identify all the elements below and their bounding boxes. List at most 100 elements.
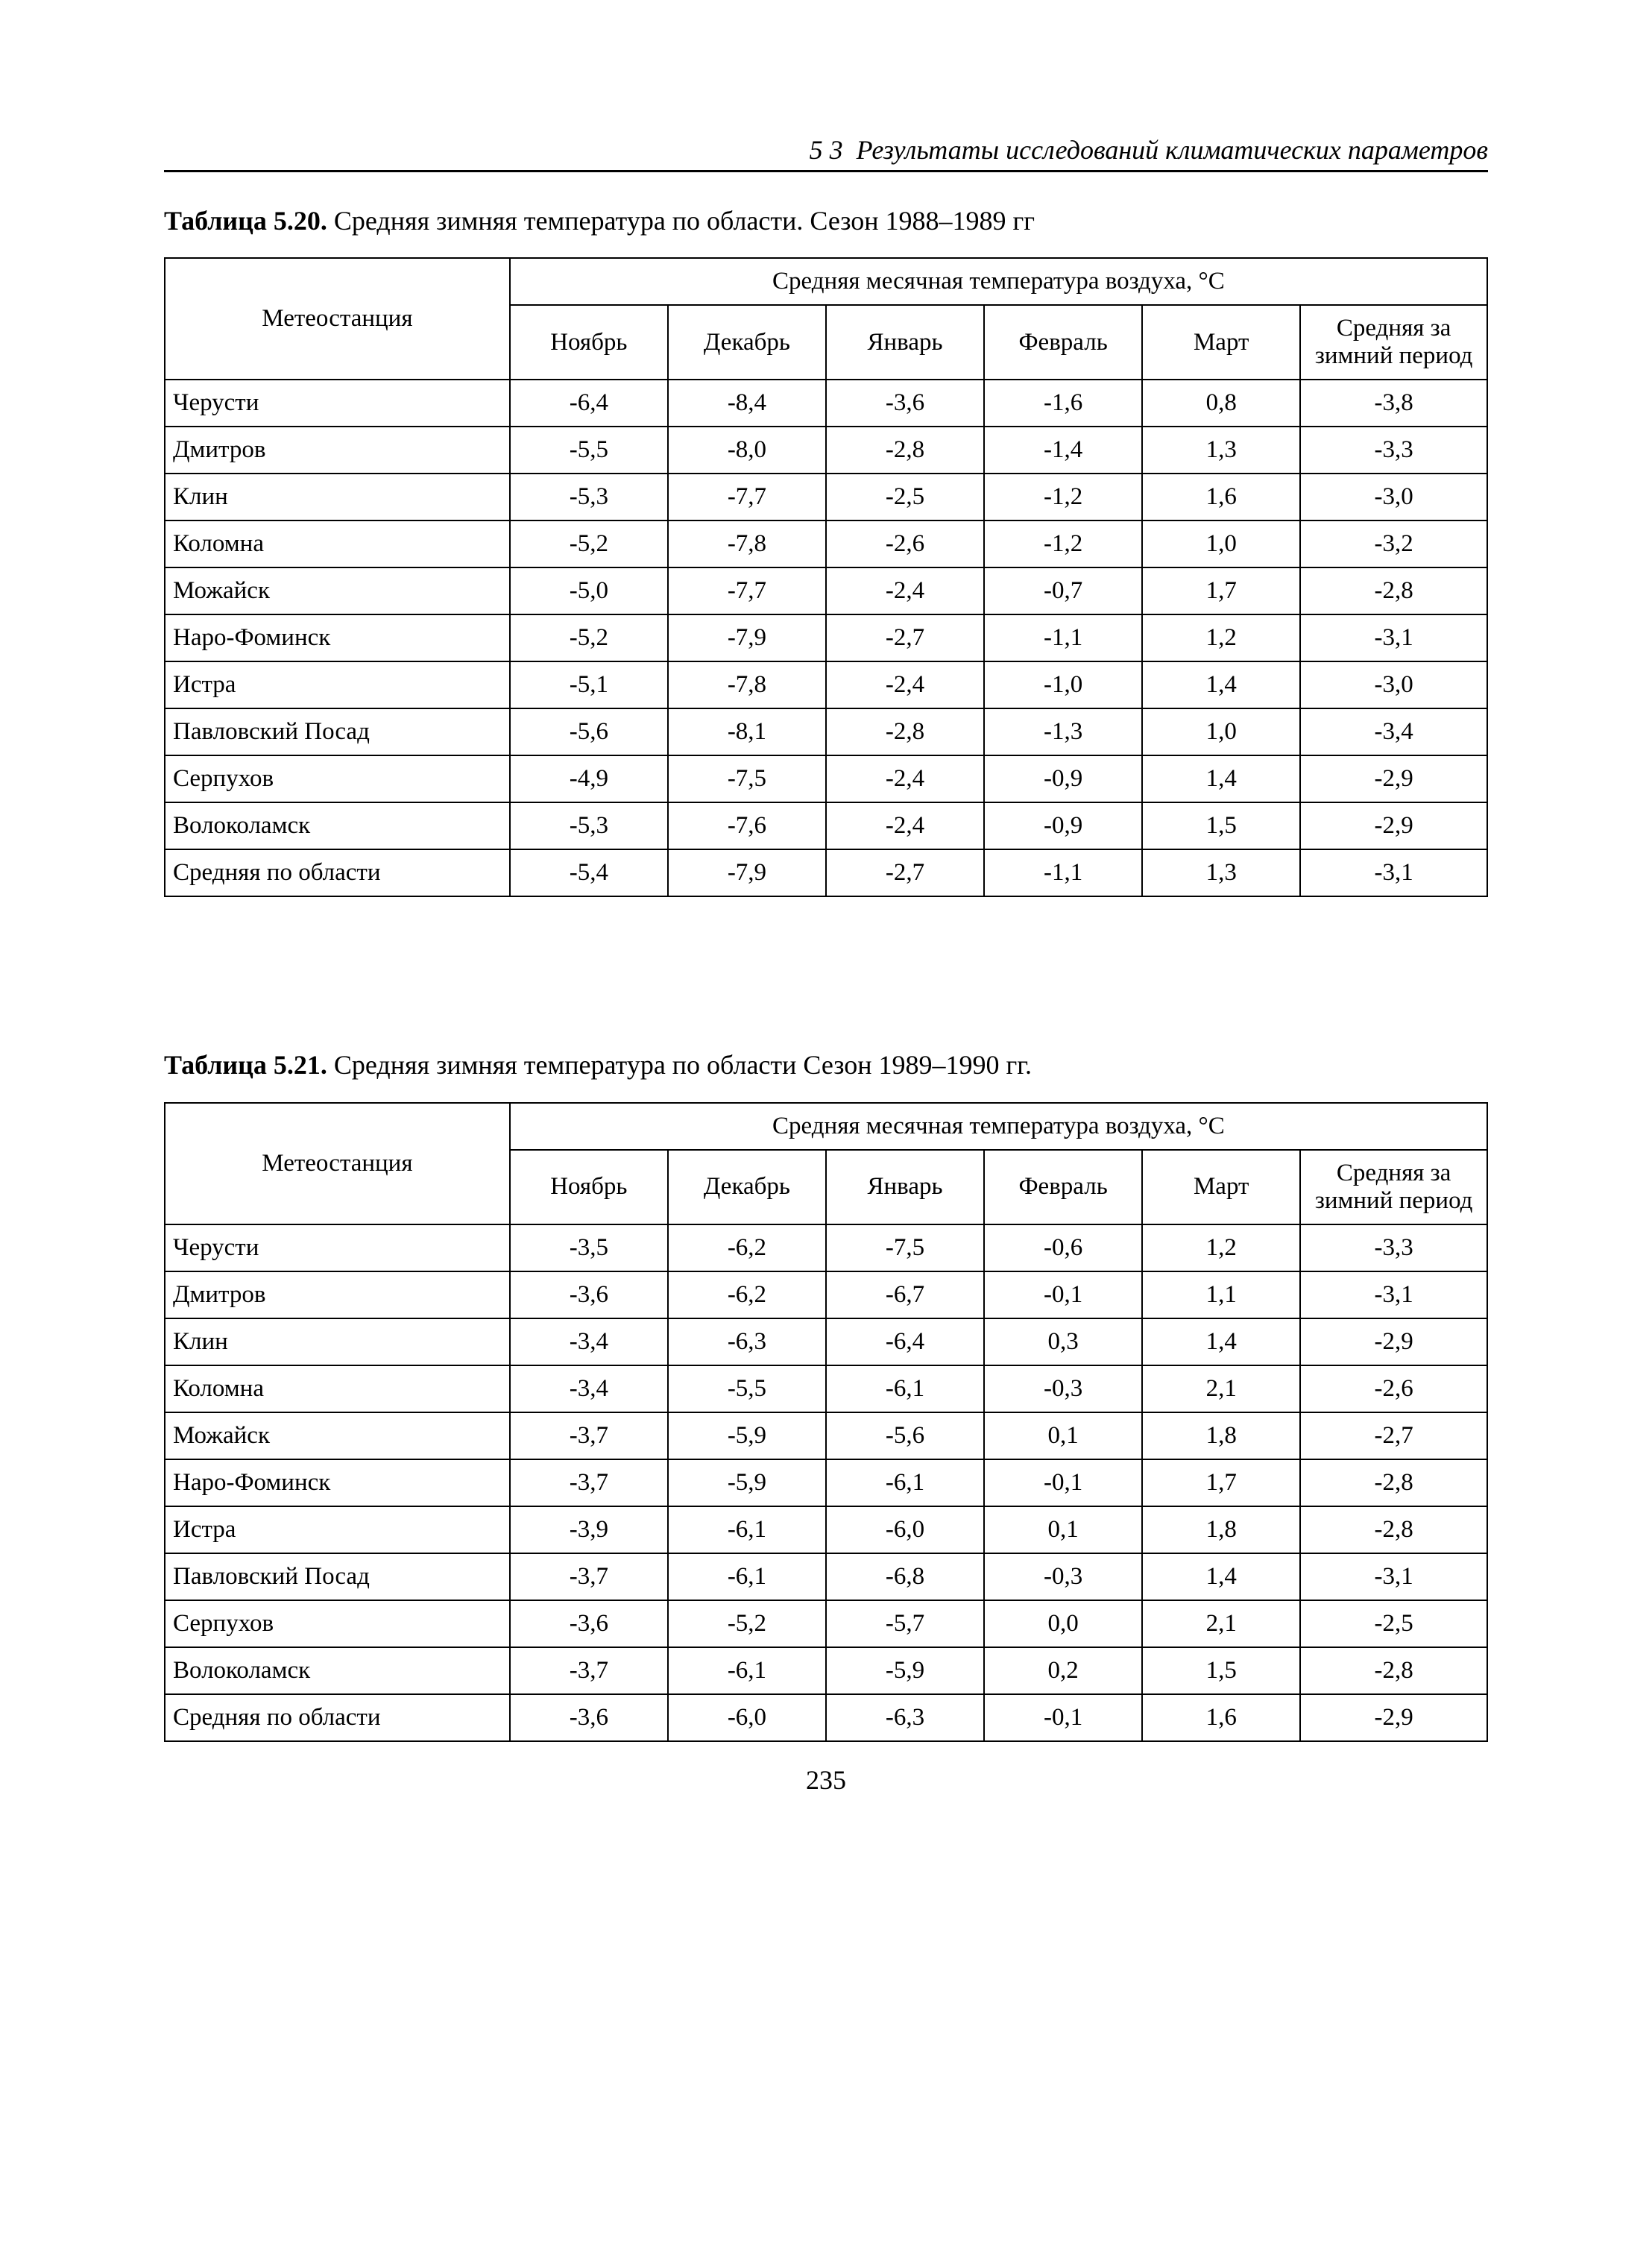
- value-cell: -2,7: [826, 849, 984, 896]
- value-cell: -5,1: [510, 661, 668, 708]
- table2-caption: Таблица 5.21. Средняя зимняя температура…: [164, 1046, 1488, 1084]
- value-cell: 1,0: [1142, 520, 1300, 567]
- table2-group-header: Средняя месячная температура воздуха, °C: [510, 1103, 1487, 1150]
- value-cell: 1,7: [1142, 567, 1300, 614]
- value-cell: -3,6: [826, 380, 984, 427]
- value-cell: 1,7: [1142, 1459, 1300, 1506]
- value-cell: -6,4: [510, 380, 668, 427]
- value-cell: -6,1: [668, 1647, 826, 1694]
- table1-title: Средняя зимняя температура по области. С…: [334, 206, 1035, 236]
- value-cell: 0,3: [984, 1318, 1142, 1365]
- value-cell: 1,6: [1142, 474, 1300, 520]
- station-cell: Истра: [165, 1506, 510, 1553]
- station-cell: Волоколамск: [165, 802, 510, 849]
- value-cell: -3,4: [510, 1365, 668, 1412]
- value-cell: -3,6: [510, 1600, 668, 1647]
- value-cell: -3,7: [510, 1459, 668, 1506]
- value-cell: -2,7: [826, 614, 984, 661]
- value-cell: -3,6: [510, 1694, 668, 1741]
- table-row: Наро-Фоминск-5,2-7,9-2,7-1,11,2-3,1: [165, 614, 1487, 661]
- value-cell: -1,1: [984, 614, 1142, 661]
- station-cell: Волоколамск: [165, 1647, 510, 1694]
- value-cell: 1,2: [1142, 614, 1300, 661]
- station-cell: Средняя по области: [165, 849, 510, 896]
- running-header: 5 3 Результаты исследований климатически…: [164, 134, 1488, 172]
- value-cell: -5,2: [510, 520, 668, 567]
- value-cell: -3,9: [510, 1506, 668, 1553]
- value-cell: -6,1: [668, 1553, 826, 1600]
- row-header-label: Метеостанция: [165, 1103, 510, 1224]
- table-row: Серпухов-3,6-5,2-5,70,02,1-2,5: [165, 1600, 1487, 1647]
- table-row: Клин-3,4-6,3-6,40,31,4-2,9: [165, 1318, 1487, 1365]
- value-cell: -7,9: [668, 614, 826, 661]
- value-cell: -6,2: [668, 1224, 826, 1271]
- value-cell: -7,5: [668, 755, 826, 802]
- value-cell: -5,2: [510, 614, 668, 661]
- value-cell: -1,2: [984, 474, 1142, 520]
- value-cell: -4,9: [510, 755, 668, 802]
- value-cell: -3,2: [1300, 520, 1487, 567]
- value-cell: -2,5: [826, 474, 984, 520]
- station-cell: Наро-Фоминск: [165, 1459, 510, 1506]
- value-cell: -0,1: [984, 1459, 1142, 1506]
- col-header: Март: [1142, 305, 1300, 380]
- col-header: Февраль: [984, 305, 1142, 380]
- value-cell: -1,4: [984, 427, 1142, 474]
- value-cell: -2,9: [1300, 755, 1487, 802]
- table1-caption: Таблица 5.20. Средняя зимняя температура…: [164, 202, 1488, 239]
- table-row: Можайск-5,0-7,7-2,4-0,71,7-2,8: [165, 567, 1487, 614]
- col-header: Январь: [826, 305, 984, 380]
- station-cell: Черусти: [165, 1224, 510, 1271]
- value-cell: -2,8: [1300, 1647, 1487, 1694]
- col-header: Ноябрь: [510, 1150, 668, 1224]
- table1-body: Черусти-6,4-8,4-3,6-1,60,8-3,8Дмитров-5,…: [165, 380, 1487, 896]
- section-title: Результаты исследований климатических па…: [857, 135, 1488, 165]
- value-cell: -6,8: [826, 1553, 984, 1600]
- value-cell: 1,5: [1142, 802, 1300, 849]
- value-cell: 2,1: [1142, 1600, 1300, 1647]
- value-cell: -6,2: [668, 1271, 826, 1318]
- value-cell: -3,1: [1300, 614, 1487, 661]
- value-cell: 1,4: [1142, 661, 1300, 708]
- value-cell: 1,4: [1142, 755, 1300, 802]
- value-cell: 0,0: [984, 1600, 1142, 1647]
- table-row: Павловский Посад-5,6-8,1-2,8-1,31,0-3,4: [165, 708, 1487, 755]
- value-cell: -7,8: [668, 520, 826, 567]
- value-cell: 0,1: [984, 1506, 1142, 1553]
- value-cell: -3,4: [1300, 708, 1487, 755]
- station-cell: Павловский Посад: [165, 708, 510, 755]
- value-cell: -1,2: [984, 520, 1142, 567]
- col-header: Январь: [826, 1150, 984, 1224]
- value-cell: -6,0: [826, 1506, 984, 1553]
- station-cell: Дмитров: [165, 427, 510, 474]
- value-cell: -3,1: [1300, 1271, 1487, 1318]
- value-cell: -3,8: [1300, 380, 1487, 427]
- value-cell: 1,3: [1142, 427, 1300, 474]
- table-row: Коломна-5,2-7,8-2,6-1,21,0-3,2: [165, 520, 1487, 567]
- value-cell: -3,4: [510, 1318, 668, 1365]
- value-cell: -2,7: [1300, 1412, 1487, 1459]
- table-row: Истра-5,1-7,8-2,4-1,01,4-3,0: [165, 661, 1487, 708]
- value-cell: -1,3: [984, 708, 1142, 755]
- value-cell: -0,9: [984, 755, 1142, 802]
- station-cell: Дмитров: [165, 1271, 510, 1318]
- value-cell: 1,8: [1142, 1412, 1300, 1459]
- value-cell: -5,6: [826, 1412, 984, 1459]
- col-header: Декабрь: [668, 305, 826, 380]
- table-row: Серпухов-4,9-7,5-2,4-0,91,4-2,9: [165, 755, 1487, 802]
- value-cell: -5,2: [668, 1600, 826, 1647]
- col-header: Март: [1142, 1150, 1300, 1224]
- col-header: Ноябрь: [510, 305, 668, 380]
- value-cell: -6,1: [826, 1365, 984, 1412]
- value-cell: 0,8: [1142, 380, 1300, 427]
- station-cell: Черусти: [165, 380, 510, 427]
- value-cell: -5,3: [510, 802, 668, 849]
- table-row: Средняя по области-5,4-7,9-2,7-1,11,3-3,…: [165, 849, 1487, 896]
- value-cell: -7,7: [668, 474, 826, 520]
- value-cell: -5,3: [510, 474, 668, 520]
- value-cell: -3,5: [510, 1224, 668, 1271]
- value-cell: -7,7: [668, 567, 826, 614]
- value-cell: 0,1: [984, 1412, 1142, 1459]
- value-cell: -2,4: [826, 661, 984, 708]
- value-cell: -8,4: [668, 380, 826, 427]
